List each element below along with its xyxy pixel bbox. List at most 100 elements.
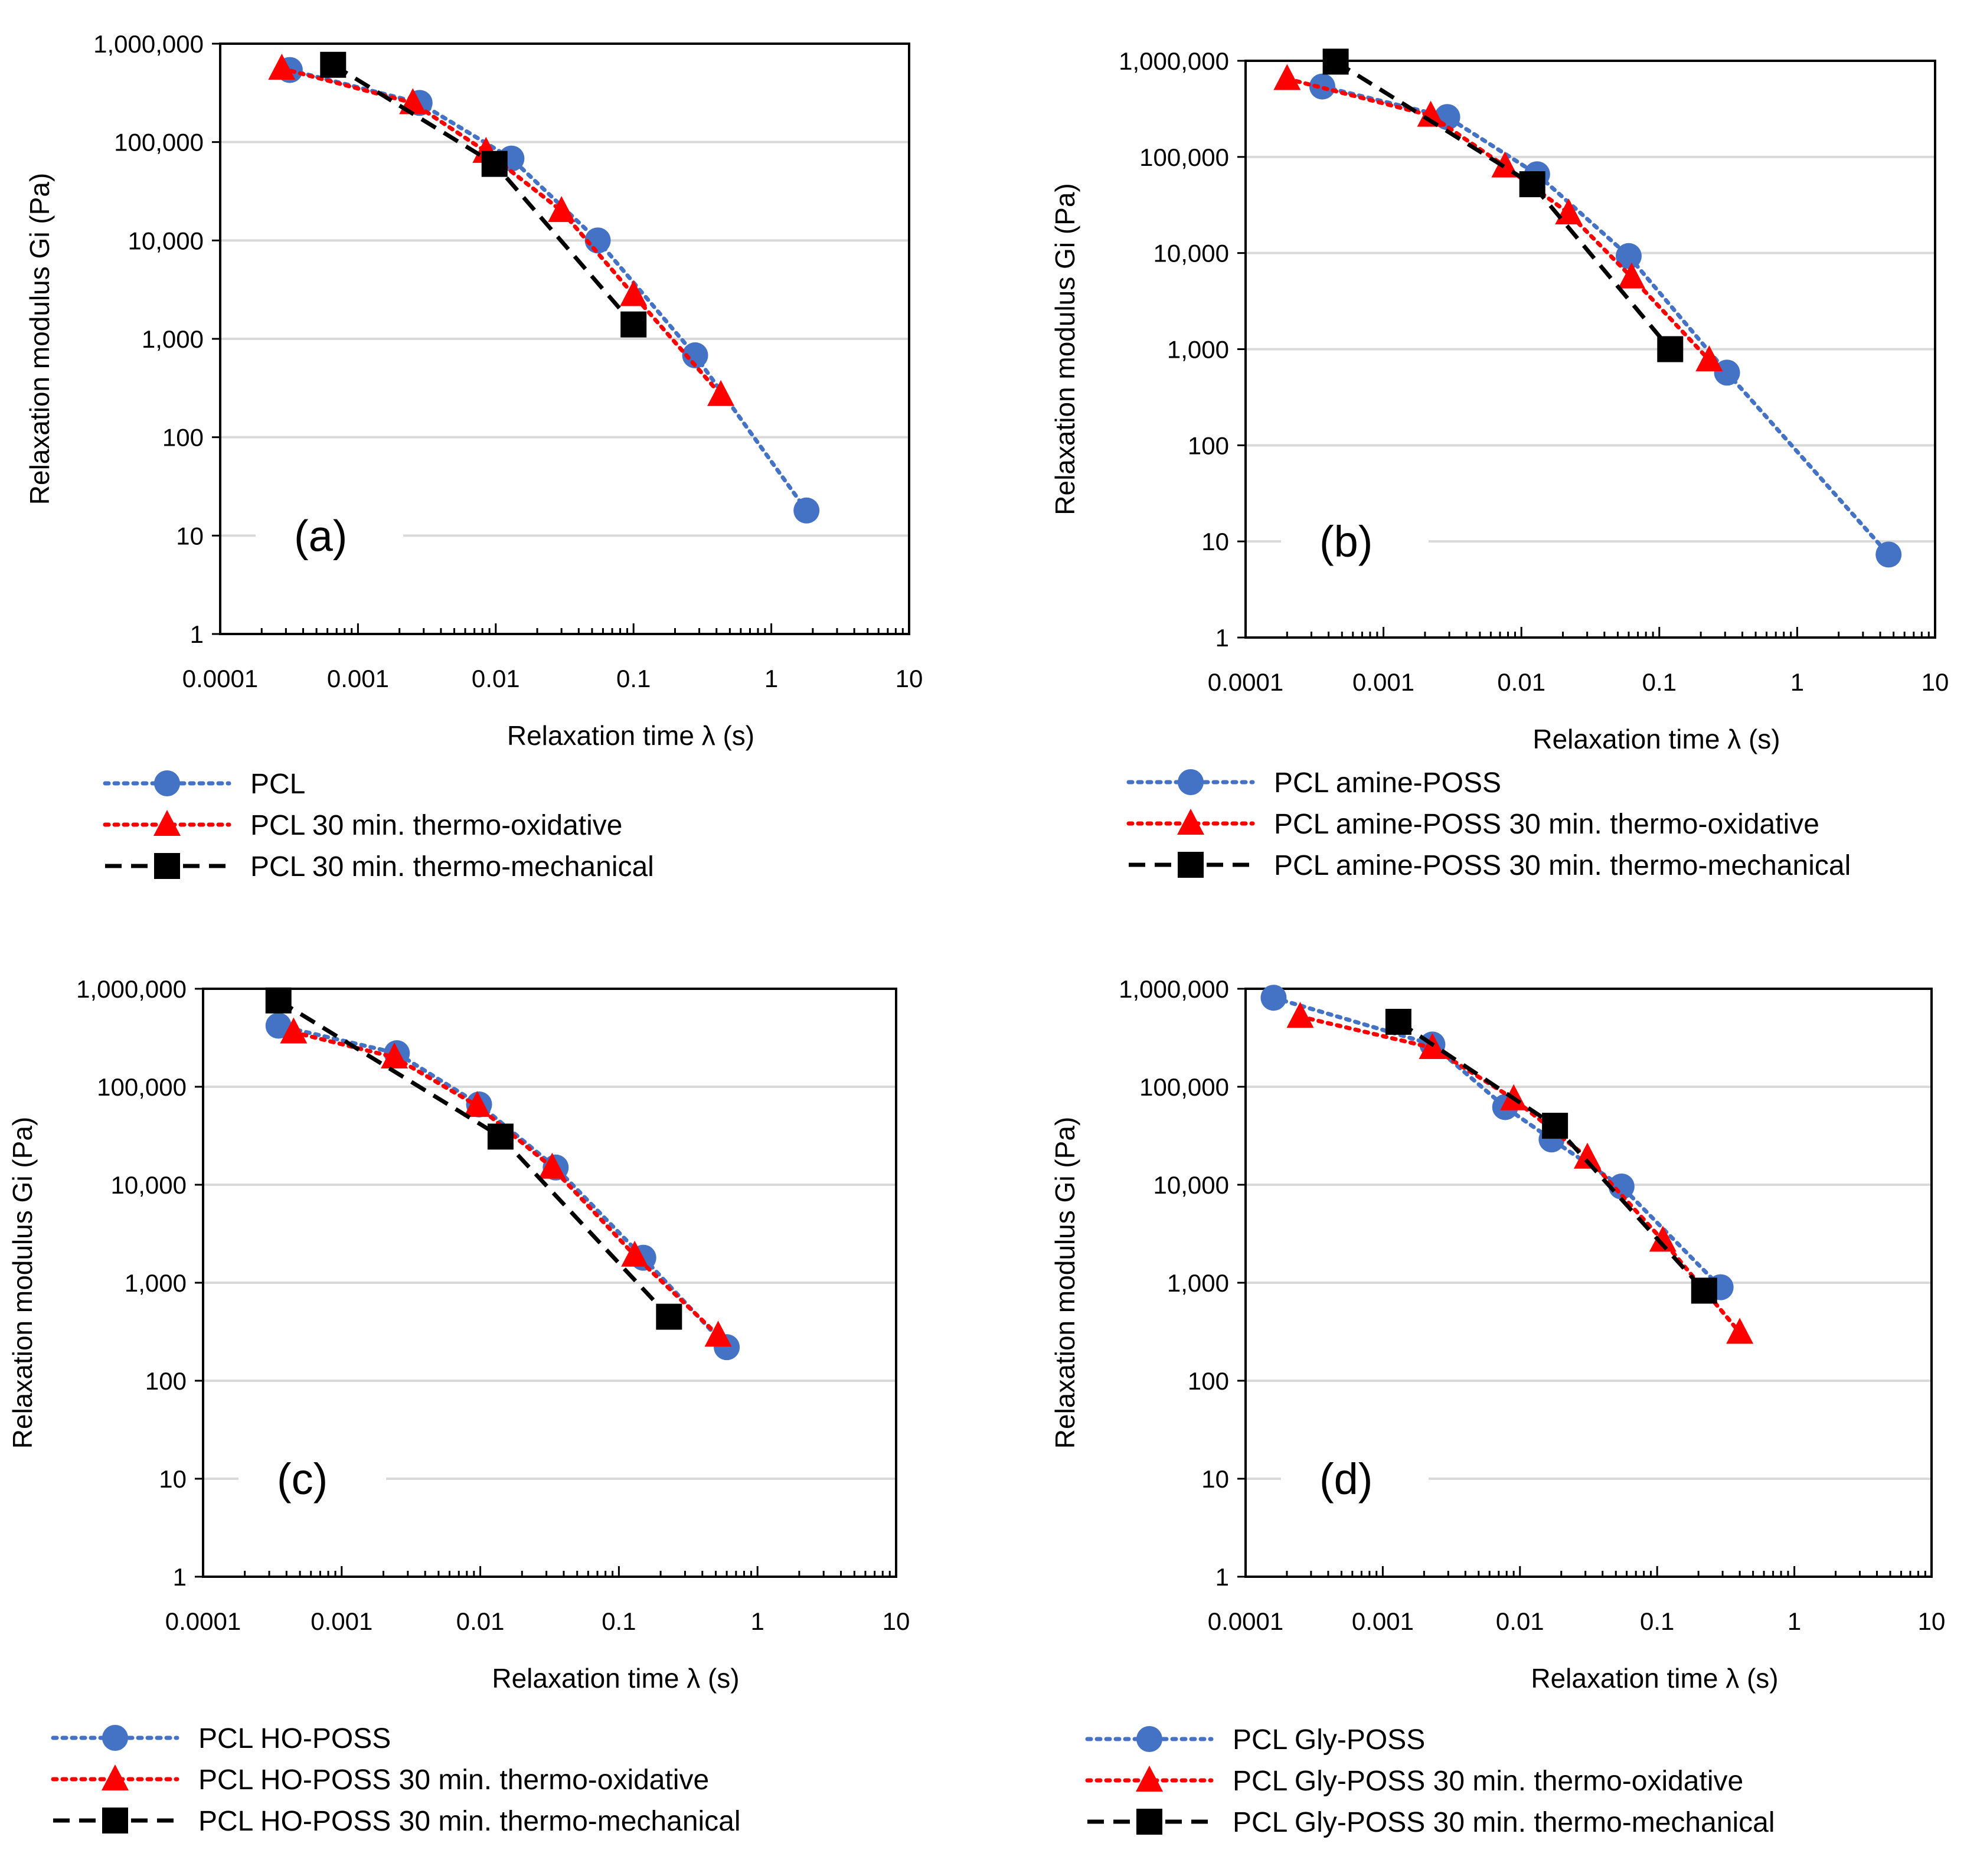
data-point: [1260, 985, 1287, 1011]
legend-label: PCL Gly-POSS 30 min. thermo-mechanical: [1233, 1807, 1775, 1838]
series-line: [1271, 995, 1723, 1290]
legend-marker: [1136, 1766, 1163, 1792]
y-tick-label: 100,000: [1139, 143, 1229, 171]
series-line: [277, 998, 671, 1318]
y-tick-label: 100: [1188, 1367, 1229, 1395]
y-tick-label: 1: [190, 620, 204, 648]
legend-label: PCL amine-POSS 30 min. thermo-oxidative: [1274, 809, 1819, 840]
data-point: [1309, 73, 1335, 100]
x-tick-label: 0.1: [616, 665, 651, 692]
x-tick-label: 0.001: [311, 1607, 372, 1635]
y-tick-label: 1,000: [125, 1269, 187, 1297]
y-tick-label: 10: [1201, 528, 1229, 555]
data-point: [793, 497, 820, 524]
y-tick-label: 10,000: [111, 1171, 187, 1199]
data-point: [538, 1152, 566, 1179]
legend: PCL PCL 30 min. thermo-oxidative PCL 30 mi…: [103, 769, 654, 883]
y-tick-label: 10: [159, 1465, 187, 1493]
panel-label: (b): [1319, 517, 1373, 566]
data-point: [463, 1091, 491, 1117]
data-point: [1286, 1002, 1314, 1028]
panel-label-backdrop: [256, 500, 403, 571]
data-point: [1542, 1113, 1568, 1139]
data-point: [1617, 262, 1645, 289]
data-point: [621, 1240, 649, 1267]
legend-label: PCL HO-POSS: [198, 1723, 391, 1754]
x-axis-title: Relaxation time λ (s): [507, 720, 754, 751]
y-tick-label: 1,000: [142, 325, 204, 353]
x-tick-label: 1: [764, 665, 778, 692]
y-tick-label: 100: [145, 1367, 187, 1395]
data-point: [487, 1123, 514, 1150]
x-tick-label: 0.001: [327, 665, 389, 692]
y-tick-label: 100: [162, 424, 204, 452]
series-0: [1309, 73, 1902, 568]
legend-marker: [1177, 809, 1204, 835]
y-tick-label: 100: [1188, 432, 1229, 459]
legend-marker: [102, 1725, 128, 1751]
series-line: [279, 66, 723, 397]
data-point: [620, 280, 648, 306]
series-line: [291, 1030, 721, 1338]
legend-marker: [154, 853, 180, 879]
legend-label: PCL 30 min. thermo-oxidative: [250, 810, 623, 841]
legend-item: PCL amine-POSS 30 min. thermo-oxidative: [1126, 809, 1819, 840]
data-point: [1608, 1173, 1635, 1200]
chart-panel-c: 0.0001 0.001 0.01 0.1 1 10 1 10 100 1,000 10,000 10…: [7, 975, 910, 1837]
legend-marker: [154, 770, 180, 796]
y-tick-label: 1: [173, 1563, 187, 1591]
x-tick-label: 0.0001: [1208, 668, 1283, 696]
legend-label: PCL amine-POSS: [1274, 767, 1501, 799]
legend-label: PCL HO-POSS 30 min. thermo-mechanical: [198, 1806, 741, 1837]
series-2: [1322, 48, 1684, 362]
x-tick-label: 1: [1790, 668, 1804, 696]
series-1: [268, 53, 735, 406]
data-point: [1714, 359, 1740, 386]
series-2: [1385, 1008, 1717, 1304]
x-tick-label: 0.1: [1642, 668, 1677, 696]
y-tick-label: 1,000,000: [76, 975, 187, 1003]
data-point: [265, 987, 292, 1014]
y-tick-label: 10,000: [1153, 240, 1229, 267]
legend-item: PCL 30 min. thermo-oxidative: [103, 810, 623, 841]
data-point: [1726, 1318, 1754, 1344]
y-tick-label: 1,000,000: [1119, 47, 1229, 75]
legend-item: PCL HO-POSS: [51, 1723, 391, 1754]
y-tick-label: 1: [1215, 624, 1229, 652]
data-point: [1695, 345, 1723, 371]
x-tick-label: 0.0001: [182, 665, 258, 692]
data-point: [1555, 198, 1583, 225]
y-tick-label: 1,000: [1167, 336, 1229, 364]
x-axis-title: Relaxation time λ (s): [1531, 1663, 1778, 1694]
x-tick-label: 0.001: [1352, 668, 1414, 696]
series-0: [276, 57, 820, 524]
x-tick-label: 0.001: [1352, 1607, 1414, 1635]
y-tick-label: 10,000: [128, 227, 204, 254]
series-1: [1273, 64, 1723, 371]
legend-item: PCL amine-POSS 30 min. thermo-mechanical: [1129, 850, 1851, 881]
legend-label: PCL HO-POSS 30 min. thermo-oxidative: [198, 1764, 709, 1796]
x-tick-label: 1: [751, 1607, 764, 1635]
data-point: [682, 342, 708, 368]
y-tick-label: 100,000: [114, 129, 204, 156]
data-point: [1615, 243, 1642, 269]
data-point: [268, 53, 296, 80]
y-tick-label: 10: [176, 522, 204, 550]
chart-panel-a: 0.0001 0.001 0.01 0.1 1 10 1 10 100 1,000 10,000 10…: [24, 30, 923, 883]
panel-label-backdrop: [238, 1443, 386, 1514]
data-point: [1657, 336, 1684, 362]
legend-marker: [1136, 1726, 1162, 1752]
panel-label: (a): [294, 511, 347, 560]
data-point: [548, 196, 576, 223]
y-tick-label: 100,000: [1139, 1073, 1229, 1101]
panel-label-backdrop: [1281, 1443, 1429, 1514]
series-line: [1298, 1014, 1742, 1335]
y-tick-label: 10,000: [1153, 1171, 1229, 1199]
y-axis-title: Relaxation modulus Gi (Pa): [24, 173, 55, 505]
data-point: [1875, 541, 1902, 568]
data-point: [620, 311, 647, 338]
data-point: [320, 51, 347, 78]
series-0: [1260, 985, 1734, 1300]
y-axis-title: Relaxation modulus Gi (Pa): [1050, 183, 1080, 515]
